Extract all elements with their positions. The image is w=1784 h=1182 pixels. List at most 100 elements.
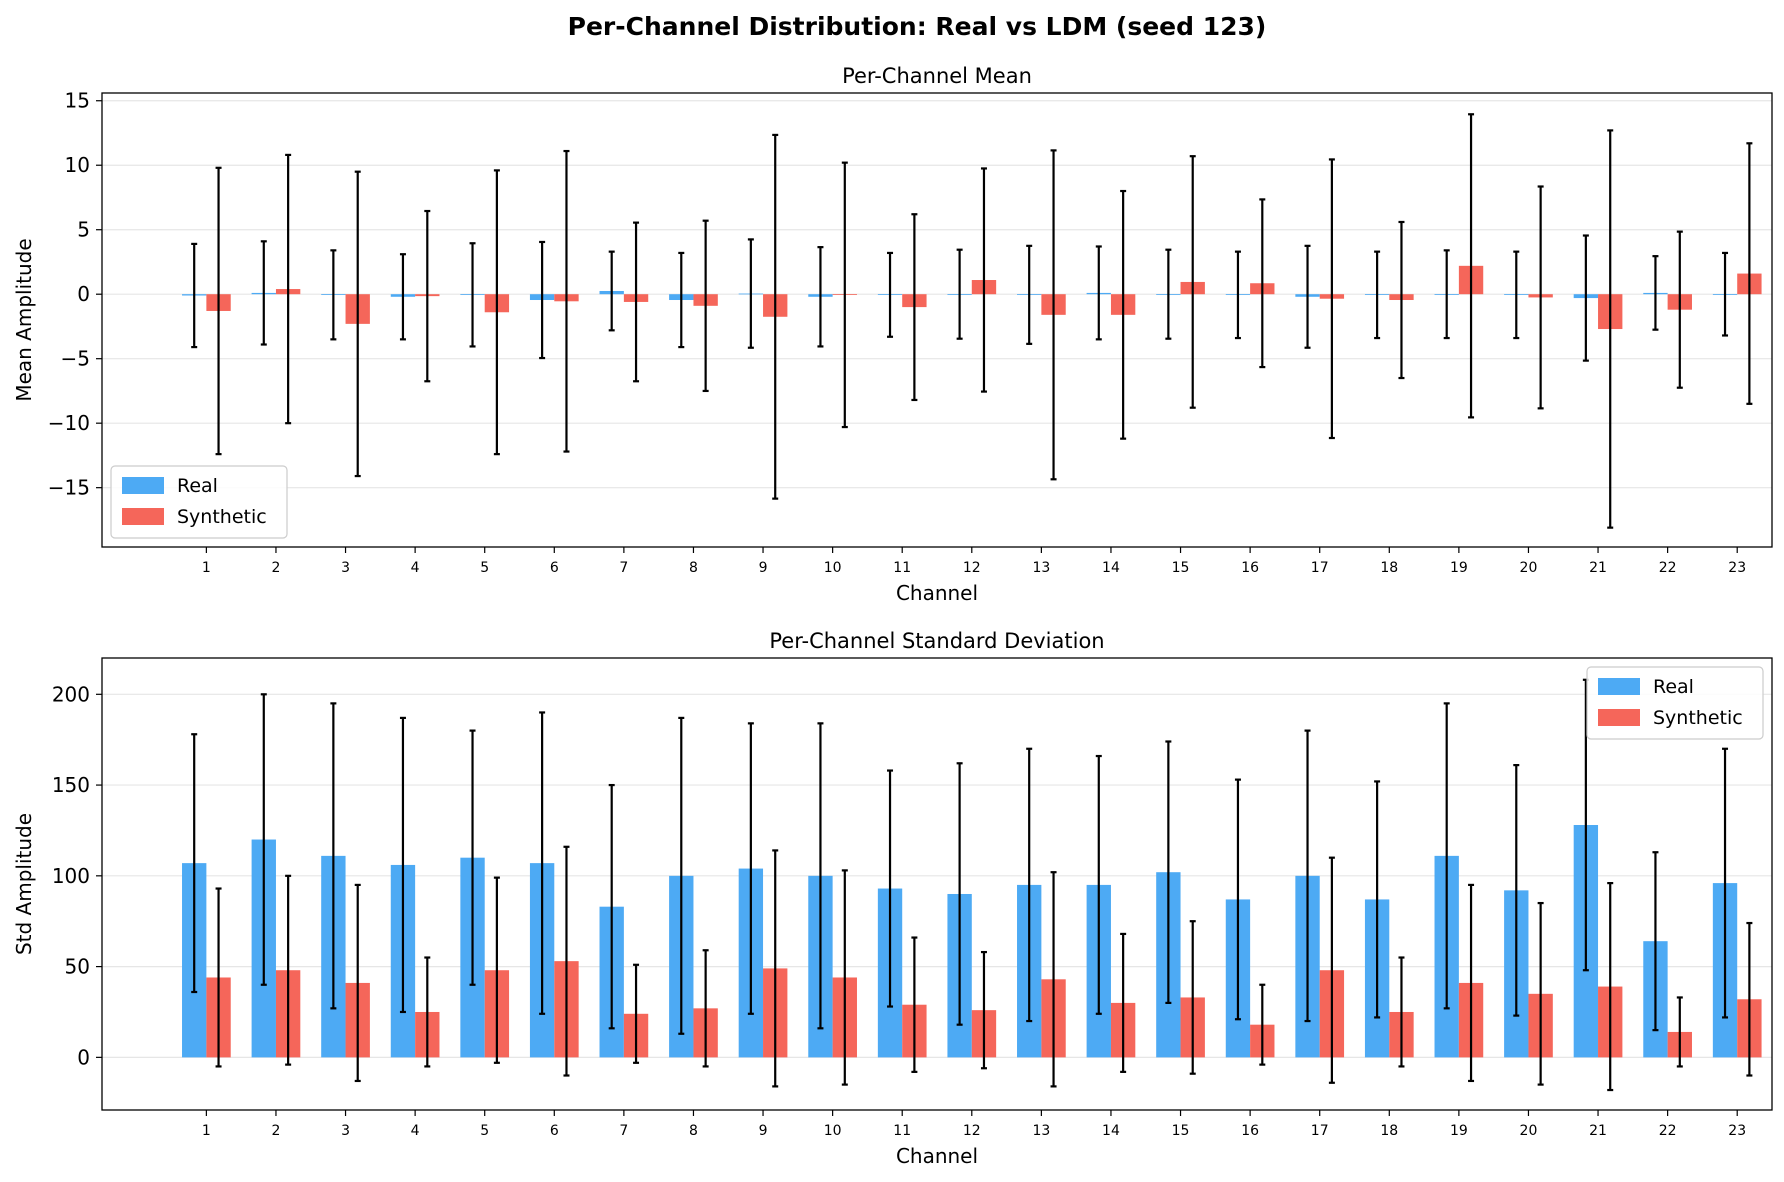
std-ytick-label: 150 — [52, 773, 90, 797]
std-errorbar-real-ch2 — [260, 693, 267, 986]
std-errorbar-synthetic-ch14 — [1120, 932, 1127, 1073]
std-xtick-label: 20 — [1520, 1123, 1538, 1139]
mean-xtick-label: 17 — [1311, 560, 1329, 576]
mean-xtick-label: 19 — [1450, 560, 1468, 576]
std-errorbar-synthetic-ch5 — [493, 876, 500, 1064]
std-xtick-label: 6 — [550, 1123, 559, 1139]
std-errorbar-real-ch15 — [1165, 740, 1172, 1004]
mean-errorbar-synthetic-ch1 — [215, 166, 222, 456]
std-errorbar-real-ch6 — [539, 711, 546, 1015]
mean-legend-swatch-real — [122, 477, 164, 494]
std-legend-swatch-synthetic — [1598, 709, 1640, 726]
mean-xtick-label: 5 — [480, 560, 489, 576]
mean-x-axis-label: Channel — [896, 581, 978, 605]
std-errorbar-real-ch3 — [330, 702, 337, 1010]
mean-xtick-label: 16 — [1241, 560, 1259, 576]
mean-xtick-label: 12 — [963, 560, 981, 576]
std-xtick-label: 12 — [963, 1123, 981, 1139]
std-errorbar-synthetic-ch8 — [702, 949, 709, 1068]
mean-legend-swatch-synthetic — [122, 508, 164, 525]
std-xtick-label: 2 — [271, 1123, 280, 1139]
mean-ytick-label: 0 — [77, 282, 90, 306]
std-errorbar-real-ch1 — [191, 733, 198, 994]
mean-xtick-label: 18 — [1380, 560, 1398, 576]
mean-xtick-label: 20 — [1520, 560, 1538, 576]
std-errorbar-synthetic-ch4 — [424, 956, 431, 1068]
std-errorbar-synthetic-ch22 — [1676, 996, 1683, 1068]
std-errorbar-real-ch20 — [1513, 764, 1520, 1017]
std-errorbar-real-ch11 — [887, 769, 894, 1008]
mean-errorbar-synthetic-ch19 — [1468, 113, 1475, 419]
mean-errorbar-real-ch21 — [1582, 234, 1589, 362]
std-errorbar-real-ch9 — [747, 722, 754, 1015]
mean-xtick-label: 1 — [202, 560, 211, 576]
std-legend-label-real: Real — [1653, 676, 1694, 698]
std-errorbar-synthetic-ch7 — [633, 963, 640, 1064]
std-errorbar-synthetic-ch18 — [1398, 956, 1405, 1068]
mean-errorbar-real-ch5 — [469, 242, 476, 348]
mean-errorbar-synthetic-ch20 — [1537, 185, 1544, 410]
mean-errorbar-real-ch13 — [1026, 244, 1033, 345]
mean-xtick-label: 22 — [1659, 560, 1677, 576]
std-errorbar-synthetic-ch11 — [911, 936, 918, 1073]
mean-errorbar-synthetic-ch3 — [354, 170, 361, 478]
mean-errorbar-real-ch12 — [956, 248, 963, 340]
mean-errorbar-synthetic-ch2 — [285, 153, 292, 425]
mean-errorbar-real-ch15 — [1165, 248, 1172, 340]
mean-errorbar-real-ch16 — [1234, 250, 1241, 340]
mean-ytick-label: −5 — [61, 347, 90, 371]
std-errorbar-real-ch17 — [1304, 729, 1311, 1023]
std-errorbar-real-ch18 — [1374, 780, 1381, 1019]
std-y-axis-label: Std Amplitude — [12, 813, 36, 955]
mean-xtick-label: 9 — [759, 560, 768, 576]
std-xtick-label: 8 — [689, 1123, 698, 1139]
std-errorbar-synthetic-ch9 — [772, 849, 779, 1088]
mean-errorbar-real-ch22 — [1652, 255, 1659, 331]
std-errorbar-synthetic-ch2 — [285, 874, 292, 1066]
std-errorbar-real-ch8 — [678, 716, 685, 1035]
mean-errorbar-real-ch10 — [817, 246, 824, 348]
mean-errorbar-real-ch7 — [608, 250, 615, 332]
mean-errorbar-synthetic-ch5 — [493, 169, 500, 456]
std-errorbar-real-ch22 — [1652, 851, 1659, 1032]
std-legend-label-synthetic: Synthetic — [1653, 707, 1743, 729]
std-xtick-label: 21 — [1589, 1123, 1607, 1139]
mean-errorbar-synthetic-ch7 — [633, 221, 640, 383]
mean-errorbar-synthetic-ch10 — [841, 161, 848, 429]
mean-ytick-label: 10 — [65, 153, 90, 177]
std-errorbar-synthetic-ch21 — [1607, 881, 1614, 1092]
mean-errorbar-real-ch6 — [539, 240, 546, 360]
mean-ytick-label: 15 — [65, 89, 90, 113]
std-xtick-label: 22 — [1659, 1123, 1677, 1139]
std-axes-frame — [101, 657, 1773, 1111]
mean-axes-frame — [101, 92, 1773, 548]
mean-xtick-label: 3 — [341, 560, 350, 576]
std-xtick-label: 9 — [759, 1123, 768, 1139]
mean-xtick-label: 10 — [824, 560, 842, 576]
mean-legend-label-real: Real — [177, 475, 218, 497]
mean-errorbar-synthetic-ch4 — [424, 209, 431, 383]
std-ytick-label: 100 — [52, 864, 90, 888]
mean-xtick-label: 23 — [1728, 560, 1746, 576]
std-errorbar-real-ch23 — [1722, 747, 1729, 1019]
std-xtick-label: 5 — [480, 1123, 489, 1139]
mean-errorbar-real-ch11 — [887, 251, 894, 338]
std-errorbar-synthetic-ch17 — [1328, 856, 1335, 1084]
mean-errorbar-synthetic-ch21 — [1607, 129, 1614, 529]
std-xtick-label: 1 — [202, 1123, 211, 1139]
std-errorbar-synthetic-ch15 — [1189, 920, 1196, 1075]
mean-errorbar-synthetic-ch22 — [1676, 230, 1683, 389]
std-ytick-label: 50 — [65, 955, 90, 979]
std-ytick-label: 0 — [77, 1045, 90, 1069]
std-errorbar-synthetic-ch20 — [1537, 901, 1544, 1086]
std-xtick-label: 14 — [1102, 1123, 1120, 1139]
std-xtick-label: 15 — [1172, 1123, 1190, 1139]
mean-errorbar-real-ch9 — [747, 238, 754, 349]
mean-legend-label-synthetic: Synthetic — [177, 506, 267, 528]
std-errorbar-synthetic-ch10 — [841, 869, 848, 1086]
mean-errorbar-synthetic-ch23 — [1746, 142, 1753, 405]
mean-ytick-label: 5 — [77, 218, 90, 242]
mean-errorbar-real-ch18 — [1374, 250, 1381, 340]
mean-y-axis-label: Mean Amplitude — [12, 238, 36, 401]
std-xtick-label: 3 — [341, 1123, 350, 1139]
